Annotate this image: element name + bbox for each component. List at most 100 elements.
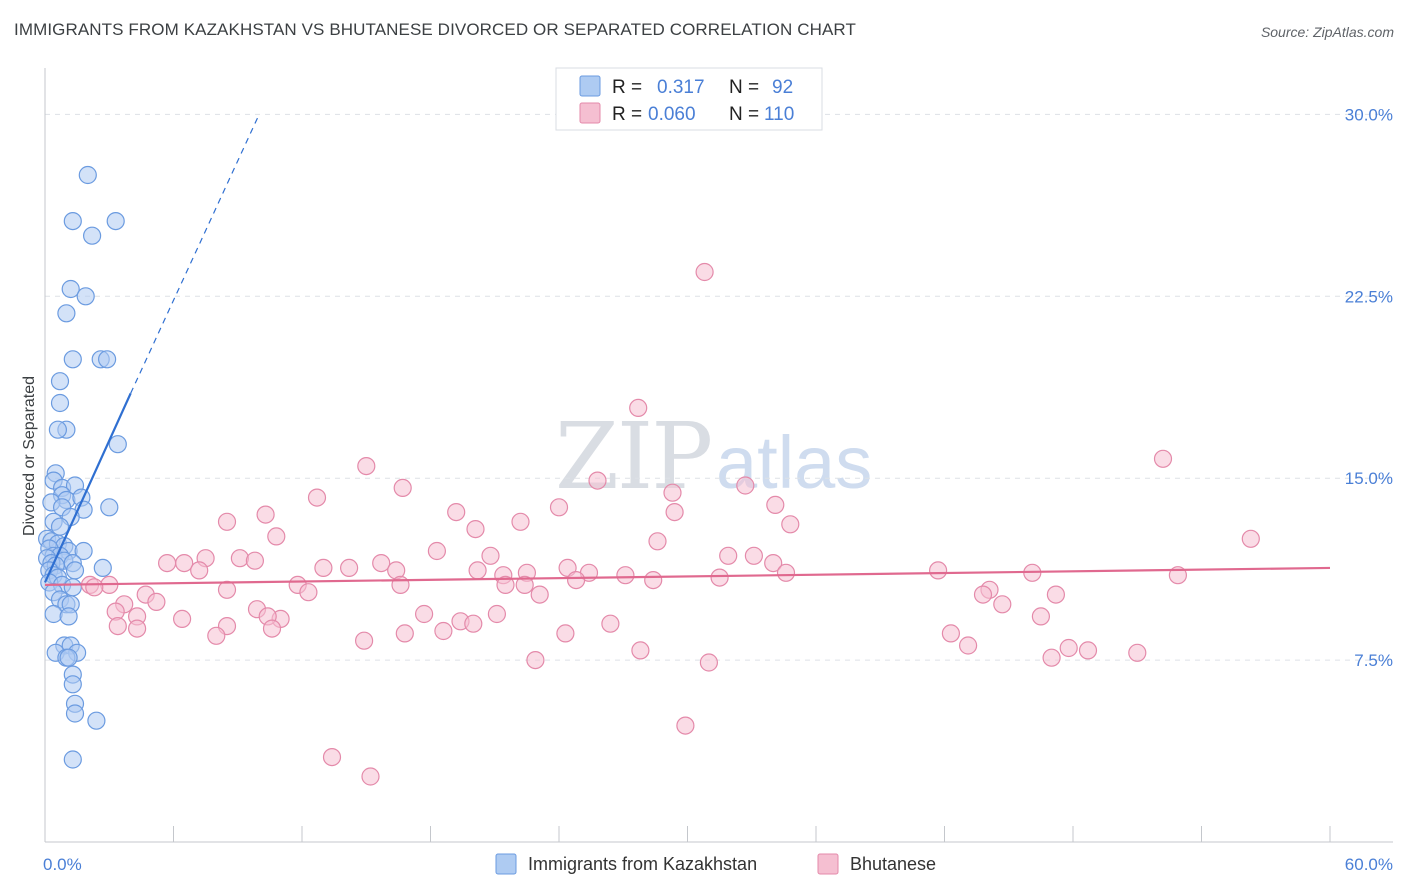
point-kazakhstan	[82, 226, 102, 245]
point-bhutanese	[511, 512, 530, 531]
point-bhutanese	[616, 566, 635, 585]
source-label: Source: ZipAtlas.com	[1260, 24, 1394, 40]
point-bhutanese	[357, 457, 376, 476]
point-bhutanese	[468, 561, 487, 580]
point-bhutanese	[601, 614, 620, 633]
point-bhutanese	[447, 502, 466, 522]
point-bhutanese	[1042, 648, 1061, 667]
point-bhutanese	[217, 580, 237, 599]
bottom-legend-label-bhutanese: Bhutanese	[850, 854, 936, 874]
point-bhutanese	[766, 495, 785, 514]
point-kazakhstan	[63, 350, 82, 369]
point-bhutanese	[415, 604, 434, 624]
point-bhutanese	[695, 262, 714, 282]
point-bhutanese	[190, 561, 209, 580]
x-tick-labels: 0.0% 60.0%	[43, 855, 1393, 874]
point-kazakhstan	[63, 212, 82, 231]
point-bhutanese	[355, 631, 374, 650]
point-bhutanese	[487, 604, 506, 624]
axes	[44, 68, 1393, 843]
legend-swatch-kazakhstan	[579, 75, 601, 97]
legend-n-value-1: 92	[772, 77, 793, 98]
point-bhutanese	[361, 767, 380, 786]
point-kazakhstan	[48, 420, 68, 439]
point-bhutanese	[764, 553, 783, 573]
stats-legend: R = 0.317 N = 92 R = 0.060 N = 110	[555, 67, 823, 131]
y-tick-label: 22.5%	[1345, 287, 1393, 306]
legend-r-value-1: 0.317	[657, 77, 705, 98]
point-bhutanese	[631, 641, 650, 660]
point-bhutanese	[629, 398, 648, 417]
series-kazakhstan	[37, 165, 127, 769]
point-kazakhstan	[93, 558, 112, 578]
point-bhutanese	[644, 570, 663, 590]
point-bhutanese	[307, 488, 327, 507]
point-kazakhstan	[50, 393, 70, 413]
point-bhutanese	[217, 512, 237, 531]
point-kazakhstan	[65, 704, 85, 723]
point-bhutanese	[496, 575, 515, 595]
point-kazakhstan	[44, 604, 63, 624]
point-bhutanese	[958, 636, 978, 655]
legend-n-label-1: N =	[729, 77, 759, 98]
point-bhutanese	[736, 476, 755, 495]
point-kazakhstan	[100, 498, 119, 517]
point-kazakhstan	[61, 279, 80, 299]
point-bhutanese	[1128, 643, 1147, 662]
watermark: ZIP atlas	[555, 403, 872, 510]
point-bhutanese	[481, 546, 500, 565]
point-kazakhstan	[76, 287, 95, 306]
point-bhutanese	[776, 563, 796, 582]
bottom-legend-label-kazakhstan: Immigrants from Kazakhstan	[528, 854, 757, 874]
point-kazakhstan	[59, 648, 78, 667]
point-bhutanese	[1078, 641, 1098, 660]
point-bhutanese	[108, 616, 127, 636]
point-bhutanese	[173, 609, 192, 629]
point-bhutanese	[928, 561, 948, 580]
point-bhutanese	[710, 568, 729, 587]
y-tick-label: 30.0%	[1345, 105, 1393, 124]
y-tick-label: 15.0%	[1345, 469, 1393, 488]
point-bhutanese	[719, 546, 738, 565]
point-bhutanese	[391, 575, 410, 595]
legend-swatch-bhutanese	[579, 102, 601, 124]
point-bhutanese	[245, 551, 264, 570]
point-bhutanese	[1046, 585, 1066, 604]
legend-r-label-2: R =	[612, 104, 642, 125]
point-bhutanese	[549, 498, 569, 517]
point-kazakhstan	[74, 541, 93, 561]
point-bhutanese	[256, 505, 275, 524]
point-kazakhstan	[63, 750, 82, 769]
point-bhutanese	[147, 592, 166, 612]
legend-r-label-1: R =	[612, 77, 642, 98]
point-bhutanese	[128, 619, 147, 638]
trend-lines	[43, 114, 1331, 587]
point-kazakhstan	[87, 711, 106, 730]
point-bhutanese	[1153, 449, 1173, 468]
point-bhutanese	[267, 527, 286, 546]
legend-n-label-2: N =	[729, 104, 759, 125]
point-kazakhstan	[50, 372, 70, 391]
point-kazakhstan	[59, 607, 78, 626]
y-axis-title: Divorced or Separated	[21, 376, 38, 536]
series-legend: Immigrants from Kazakhstan Bhutanese	[495, 853, 936, 875]
trend-line-kazakhstan	[43, 392, 132, 583]
point-bhutanese	[393, 478, 412, 497]
point-bhutanese	[663, 483, 682, 502]
trend-line-kazakhstan-extension	[130, 114, 260, 394]
point-kazakhstan	[63, 578, 82, 597]
trend-line-bhutanese	[44, 566, 1331, 587]
legend-n-value-2: 110	[764, 104, 794, 125]
point-bhutanese	[322, 747, 342, 767]
point-bhutanese	[648, 532, 667, 551]
bottom-legend-swatch-bhutanese	[817, 853, 839, 875]
point-bhutanese	[1241, 529, 1260, 548]
point-bhutanese	[466, 519, 485, 539]
point-kazakhstan	[97, 350, 117, 369]
legend-r-value-2: 0.060	[648, 104, 696, 125]
point-bhutanese	[262, 619, 282, 638]
point-kazakhstan	[63, 675, 82, 694]
point-bhutanese	[530, 585, 549, 604]
point-bhutanese	[515, 575, 534, 595]
